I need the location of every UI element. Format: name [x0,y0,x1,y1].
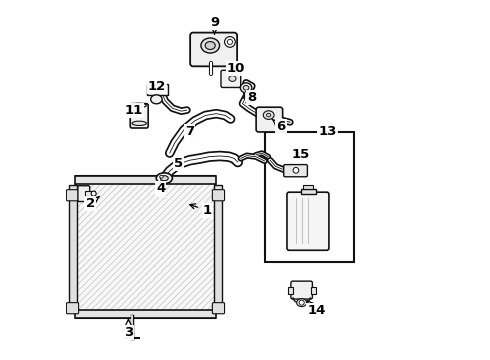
Ellipse shape [201,38,220,53]
Text: 10: 10 [227,62,245,75]
FancyBboxPatch shape [221,70,241,87]
Text: 8: 8 [246,91,257,104]
Circle shape [293,167,299,173]
Ellipse shape [263,111,274,120]
Text: 9: 9 [210,16,219,34]
Ellipse shape [160,176,168,181]
FancyBboxPatch shape [130,104,148,128]
Circle shape [227,40,232,44]
Text: 7: 7 [185,125,194,138]
Text: 11: 11 [125,104,143,117]
Text: 1: 1 [190,204,212,217]
Text: 5: 5 [174,157,183,170]
Ellipse shape [132,121,147,126]
FancyBboxPatch shape [212,303,224,314]
Bar [311,287,316,294]
FancyBboxPatch shape [287,192,329,250]
Ellipse shape [205,41,215,49]
Text: 12: 12 [148,80,166,93]
Ellipse shape [160,176,163,178]
Ellipse shape [132,103,147,108]
Circle shape [299,300,304,305]
FancyBboxPatch shape [256,107,283,132]
Bar [69,185,77,309]
Ellipse shape [243,86,249,90]
Circle shape [224,37,235,47]
FancyBboxPatch shape [190,33,237,66]
Text: 13: 13 [318,125,337,138]
Bar [288,287,294,294]
Bar [214,185,221,309]
Circle shape [91,191,96,196]
Text: 3: 3 [124,319,133,339]
Ellipse shape [229,76,236,81]
Bar [300,189,316,194]
FancyBboxPatch shape [291,281,313,299]
FancyBboxPatch shape [67,303,78,314]
FancyBboxPatch shape [67,190,78,201]
Bar [147,84,168,95]
Circle shape [155,86,162,93]
Text: 14: 14 [307,300,326,318]
Ellipse shape [267,113,271,117]
FancyBboxPatch shape [78,186,90,202]
Bar [265,132,354,262]
Bar [303,185,313,189]
Ellipse shape [156,173,172,184]
Bar [85,191,96,197]
FancyBboxPatch shape [284,165,307,177]
Text: 15: 15 [292,148,310,161]
Ellipse shape [240,83,252,93]
Bar [76,176,215,318]
Ellipse shape [151,95,162,104]
Bar [76,176,215,318]
Bar [74,176,216,184]
Text: 2: 2 [86,197,99,210]
Ellipse shape [296,299,307,307]
Bar [74,310,216,318]
FancyBboxPatch shape [212,190,224,201]
Text: 4: 4 [156,181,165,195]
Text: 6: 6 [272,119,286,133]
